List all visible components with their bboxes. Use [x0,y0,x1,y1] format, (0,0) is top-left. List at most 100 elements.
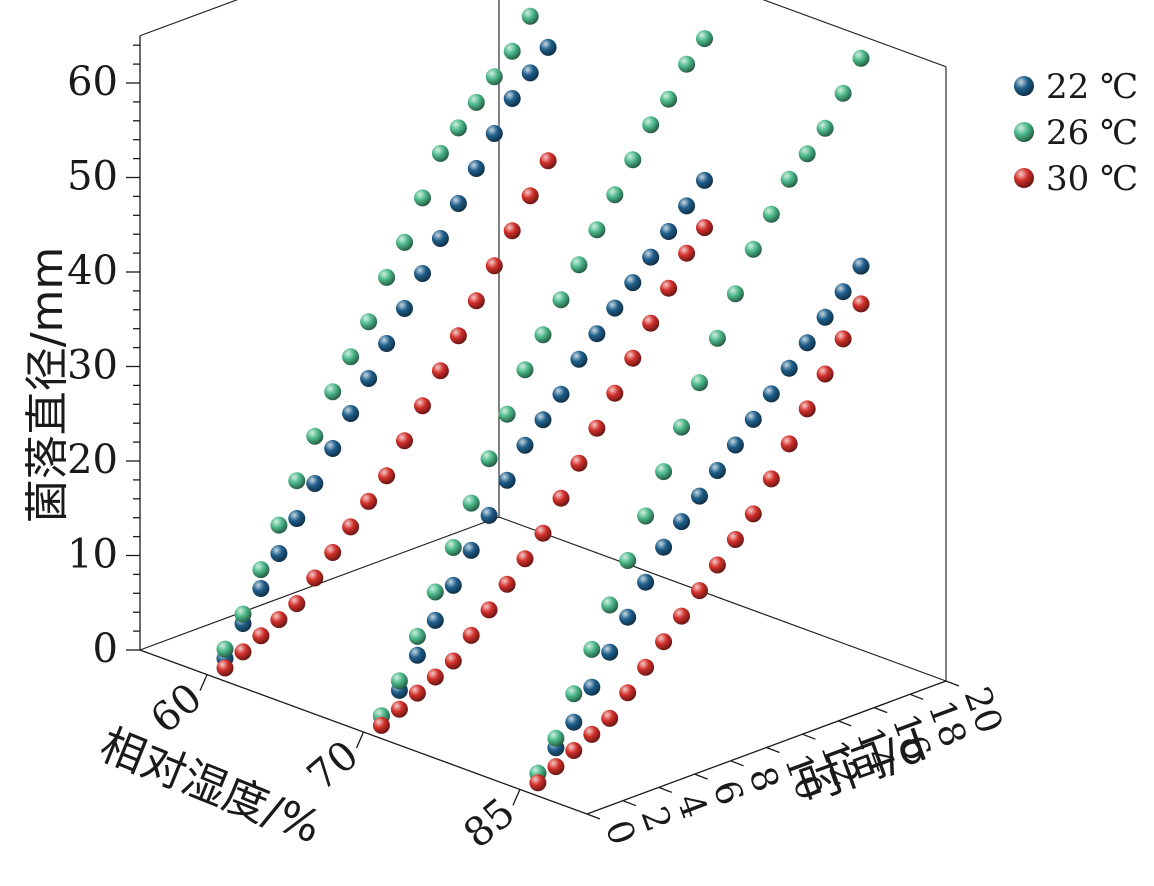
data-point-30c [396,432,413,450]
data-point-30c [516,550,534,568]
data-point-26c [673,418,690,436]
data-point-30c [234,643,252,661]
data-point-26c [498,405,516,423]
data-point-26c [288,472,306,490]
data-point-22c [601,643,619,661]
data-point-30c [852,295,870,313]
data-point-26c [624,151,642,169]
data-point-22c [565,713,583,731]
data-point-26c [834,84,852,102]
data-point-22c [678,197,696,215]
data-point-26c [467,93,485,111]
data-point-30c [503,222,521,240]
legend-marker [1014,122,1034,142]
data-point-30c [696,219,713,237]
z-tick-label: 40 [67,248,118,294]
data-point-26c [642,116,660,134]
data-point-30c [342,518,360,536]
data-point-26c [521,7,539,25]
x-tick [512,789,521,806]
data-point-26c [780,170,798,188]
data-point-26c [449,119,467,137]
data-point-22c [270,545,288,562]
data-point-30c [408,684,426,702]
top-back-edge-right [762,0,947,68]
x-tick-label: 85 [455,789,524,857]
data-point-30c [606,384,624,402]
data-point-22c [726,436,744,454]
data-point-26c [762,205,780,223]
data-point-22c [552,385,570,403]
data-point-26c [480,450,498,468]
data-point-26c [552,291,570,309]
y-tick [694,773,708,780]
data-point-26c [485,68,503,86]
data-point-26c [270,516,288,534]
data-point-30c [462,626,480,644]
data-point-22c [696,171,713,189]
data-point-30c [798,400,816,418]
data-point-26c [503,42,521,60]
data-point-22c [570,350,588,368]
data-point-26c [252,561,270,579]
data-point-30c [372,716,390,734]
data-point-26c [378,268,396,286]
data-point-22c [798,334,816,352]
y-tick [658,786,673,794]
data-point-30c [565,742,583,759]
data-point-26c [691,374,708,392]
data-point-26c [816,119,834,137]
data-point-30c [378,467,396,485]
data-point-30c [660,279,678,297]
back-floor-edge-right [498,516,947,682]
data-point-22c [467,160,485,177]
data-point-22c [624,274,642,292]
data-point-22c [408,646,426,664]
data-point-30c [673,607,690,625]
data-point-26c [637,507,655,525]
data-point-30c [552,489,570,507]
data-point-22c [414,265,431,282]
data-point-22c [588,325,606,343]
z-tick-label: 30 [67,343,118,389]
data-point-30c [834,330,852,348]
z-tick-label: 60 [67,59,118,105]
data-point-22c [539,38,557,56]
data-point-22c [521,64,539,82]
data-point-22c [673,513,690,531]
data-point-22c [516,436,534,454]
data-point-22c [498,471,516,489]
data-point-26c [708,329,726,347]
legend: 22 ℃ 26 ℃ 30 ℃ [1014,67,1138,199]
z-axis-title: 菌落直径/mm [22,247,73,524]
y-tick [802,733,816,740]
z-tick-label: 10 [67,532,118,578]
data-point-30c [414,397,431,415]
data-point-30c [216,659,234,677]
data-point-30c [539,152,557,170]
data-point-22c [324,440,342,457]
data-point-30c [816,365,834,383]
data-point-26c [726,285,744,303]
data-point-26c [655,463,673,481]
data-point-26c [390,672,408,690]
data-point-30c [534,524,552,542]
data-point-26c [534,326,552,344]
y-tick [586,813,601,820]
data-point-22c [485,125,503,142]
data-point-30c [762,470,780,488]
data-point-22c [660,223,678,240]
data-point-22c [360,370,378,387]
data-point-30c [601,709,619,727]
data-point-22c [426,611,444,629]
data-point-22c [619,608,637,626]
data-point-30c [624,349,642,367]
data-point-22c [637,573,655,591]
data-point-26c [396,233,413,251]
data-point-26c [342,348,360,366]
data-point-30c [485,257,503,275]
data-point-26c [431,144,449,162]
data-point-30c [467,292,485,310]
y-tick [838,720,852,727]
